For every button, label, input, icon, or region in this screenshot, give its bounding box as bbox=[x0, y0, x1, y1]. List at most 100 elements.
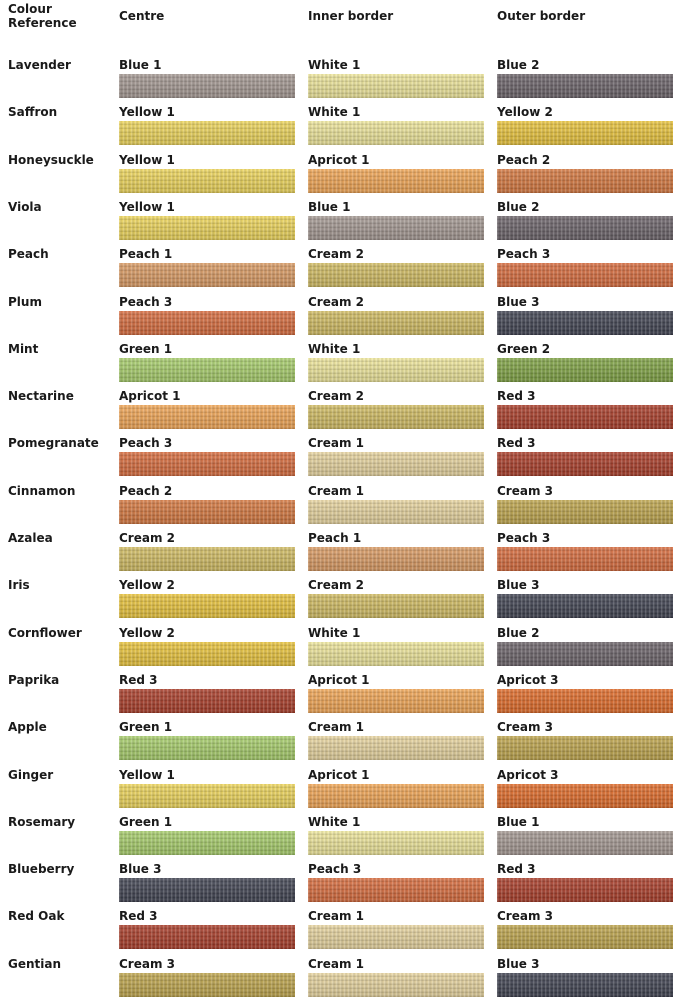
table-row: Honeysuckle Yellow 1 Apricot 1 Peach 2 bbox=[0, 153, 680, 200]
inner-yarn-swatch bbox=[308, 452, 484, 476]
table-row: Iris Yellow 2 Cream 2 Blue 3 bbox=[0, 578, 680, 625]
inner-cell: Apricot 1 bbox=[308, 768, 484, 808]
inner-yarn-swatch bbox=[308, 831, 484, 855]
inner-border-header: Inner border bbox=[308, 9, 394, 23]
centre-colour-label: Yellow 1 bbox=[119, 200, 175, 214]
table-row: Peach Peach 1 Cream 2 Peach 3 bbox=[0, 247, 680, 294]
inner-cell: Apricot 1 bbox=[308, 673, 484, 713]
outer-yarn-swatch bbox=[497, 736, 673, 760]
centre-yarn-swatch bbox=[119, 216, 295, 240]
outer-cell: Red 3 bbox=[497, 862, 673, 902]
inner-cell: Blue 1 bbox=[308, 200, 484, 240]
table-row: Cornflower Yellow 2 White 1 Blue 2 bbox=[0, 626, 680, 673]
centre-cell: Cream 3 bbox=[119, 957, 295, 997]
outer-yarn-swatch bbox=[497, 216, 673, 240]
table-row: Nectarine Apricot 1 Cream 2 Red 3 bbox=[0, 389, 680, 436]
outer-yarn-swatch bbox=[497, 74, 673, 98]
table-row: Red Oak Red 3 Cream 1 Cream 3 bbox=[0, 909, 680, 956]
inner-colour-label: White 1 bbox=[308, 815, 361, 829]
outer-colour-label: Cream 3 bbox=[497, 720, 553, 734]
centre-yarn-swatch bbox=[119, 973, 295, 997]
centre-colour-label: Yellow 1 bbox=[119, 105, 175, 119]
colour-reference-name: Nectarine bbox=[8, 389, 74, 403]
outer-cell: Blue 2 bbox=[497, 626, 673, 666]
inner-yarn-swatch bbox=[308, 500, 484, 524]
centre-cell: Green 1 bbox=[119, 720, 295, 760]
outer-colour-label: Apricot 3 bbox=[497, 768, 559, 782]
centre-cell: Green 1 bbox=[119, 342, 295, 382]
inner-yarn-swatch bbox=[308, 311, 484, 335]
table-row: Rosemary Green 1 White 1 Blue 1 bbox=[0, 815, 680, 862]
inner-yarn-swatch bbox=[308, 121, 484, 145]
centre-cell: Yellow 1 bbox=[119, 768, 295, 808]
inner-yarn-swatch bbox=[308, 74, 484, 98]
table-row: Paprika Red 3 Apricot 1 Apricot 3 bbox=[0, 673, 680, 720]
colour-reference-name: Red Oak bbox=[8, 909, 65, 923]
outer-colour-label: Red 3 bbox=[497, 436, 536, 450]
inner-colour-label: Apricot 1 bbox=[308, 768, 370, 782]
colour-reference-name: Paprika bbox=[8, 673, 60, 687]
table-row: Ginger Yellow 1 Apricot 1 Apricot 3 bbox=[0, 768, 680, 815]
outer-cell: Red 3 bbox=[497, 436, 673, 476]
outer-border-header: Outer border bbox=[497, 9, 586, 23]
centre-yarn-swatch bbox=[119, 358, 295, 382]
inner-cell: White 1 bbox=[308, 342, 484, 382]
inner-colour-label: Peach 3 bbox=[308, 862, 362, 876]
inner-yarn-swatch bbox=[308, 973, 484, 997]
table-row: Lavender Blue 1 White 1 Blue 2 bbox=[0, 58, 680, 105]
centre-cell: Peach 1 bbox=[119, 247, 295, 287]
inner-colour-label: Cream 1 bbox=[308, 957, 364, 971]
centre-yarn-swatch bbox=[119, 831, 295, 855]
inner-yarn-swatch bbox=[308, 358, 484, 382]
inner-cell: Cream 2 bbox=[308, 389, 484, 429]
outer-yarn-swatch bbox=[497, 500, 673, 524]
table-row: Gentian Cream 3 Cream 1 Blue 3 bbox=[0, 957, 680, 1004]
centre-yarn-swatch bbox=[119, 169, 295, 193]
inner-colour-label: Blue 1 bbox=[308, 200, 351, 214]
colour-reference-name: Peach bbox=[8, 247, 49, 261]
centre-cell: Yellow 2 bbox=[119, 578, 295, 618]
centre-yarn-swatch bbox=[119, 547, 295, 571]
inner-cell: Cream 1 bbox=[308, 957, 484, 997]
outer-cell: Cream 3 bbox=[497, 909, 673, 949]
centre-yarn-swatch bbox=[119, 689, 295, 713]
outer-yarn-swatch bbox=[497, 358, 673, 382]
table-row: Cinnamon Peach 2 Cream 1 Cream 3 bbox=[0, 484, 680, 531]
outer-yarn-swatch bbox=[497, 405, 673, 429]
centre-colour-label: Cream 3 bbox=[119, 957, 175, 971]
inner-yarn-swatch bbox=[308, 736, 484, 760]
centre-colour-label: Red 3 bbox=[119, 673, 158, 687]
colour-reference-name: Lavender bbox=[8, 58, 71, 72]
inner-colour-label: White 1 bbox=[308, 105, 361, 119]
centre-yarn-swatch bbox=[119, 74, 295, 98]
centre-cell: Yellow 2 bbox=[119, 626, 295, 666]
outer-yarn-swatch bbox=[497, 831, 673, 855]
outer-colour-label: Peach 2 bbox=[497, 153, 551, 167]
colour-reference-name: Pomegranate bbox=[8, 436, 99, 450]
centre-yarn-swatch bbox=[119, 736, 295, 760]
centre-colour-label: Red 3 bbox=[119, 909, 158, 923]
outer-colour-label: Blue 3 bbox=[497, 957, 540, 971]
centre-yarn-swatch bbox=[119, 878, 295, 902]
centre-header: Centre bbox=[119, 9, 165, 23]
inner-cell: Cream 2 bbox=[308, 247, 484, 287]
inner-cell: Apricot 1 bbox=[308, 153, 484, 193]
outer-colour-label: Yellow 2 bbox=[497, 105, 553, 119]
outer-cell: Blue 2 bbox=[497, 200, 673, 240]
inner-cell: Cream 1 bbox=[308, 436, 484, 476]
outer-cell: Blue 3 bbox=[497, 957, 673, 997]
outer-yarn-swatch bbox=[497, 169, 673, 193]
outer-yarn-swatch bbox=[497, 878, 673, 902]
outer-colour-label: Blue 2 bbox=[497, 626, 540, 640]
table-row: Plum Peach 3 Cream 2 Blue 3 bbox=[0, 295, 680, 342]
centre-cell: Apricot 1 bbox=[119, 389, 295, 429]
inner-colour-label: Cream 1 bbox=[308, 484, 364, 498]
outer-colour-label: Blue 3 bbox=[497, 295, 540, 309]
inner-yarn-swatch bbox=[308, 642, 484, 666]
colour-reference-header: Colour Reference bbox=[8, 2, 77, 30]
outer-colour-label: Peach 3 bbox=[497, 531, 551, 545]
centre-yarn-swatch bbox=[119, 784, 295, 808]
outer-yarn-swatch bbox=[497, 547, 673, 571]
outer-yarn-swatch bbox=[497, 452, 673, 476]
outer-yarn-swatch bbox=[497, 784, 673, 808]
